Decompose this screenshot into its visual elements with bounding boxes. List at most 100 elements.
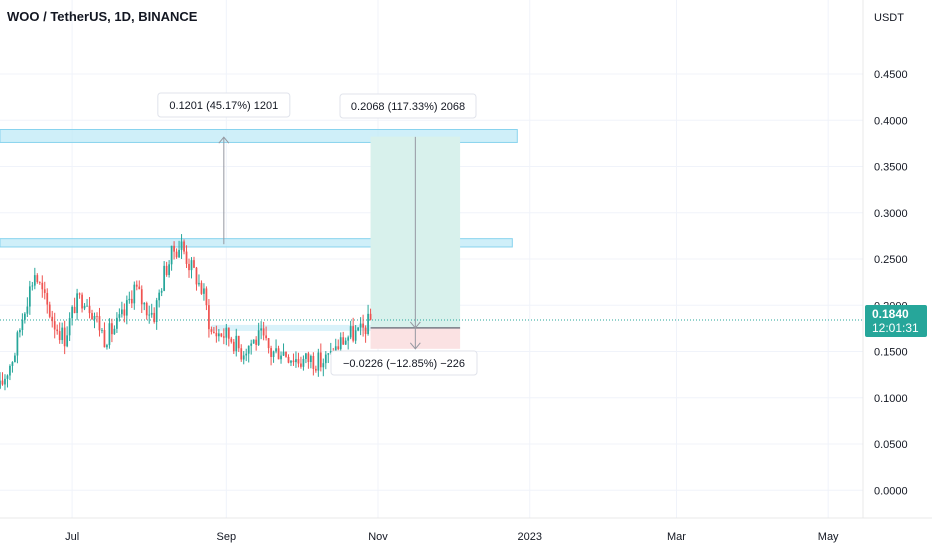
candle-body bbox=[125, 300, 128, 316]
candle-body bbox=[210, 329, 213, 332]
candle-body bbox=[297, 359, 300, 364]
measure-arrowhead bbox=[218, 136, 230, 144]
candle-body bbox=[63, 327, 66, 347]
candle-body bbox=[123, 309, 126, 316]
candle-body bbox=[319, 352, 322, 368]
measure-label: 0.1201 (45.17%) 1201 bbox=[169, 100, 278, 112]
candle-body bbox=[193, 260, 195, 268]
candle-body bbox=[53, 321, 56, 330]
candle-body bbox=[339, 337, 342, 350]
candle-body bbox=[150, 312, 153, 315]
candle-body bbox=[347, 337, 350, 341]
candle-body bbox=[180, 241, 183, 250]
candle-body bbox=[327, 353, 330, 355]
candle-body bbox=[225, 327, 228, 338]
time-tick-label: 2023 bbox=[517, 531, 541, 543]
candle-body bbox=[245, 353, 248, 356]
measure-label: 0.2068 (117.33%) 2068 bbox=[351, 101, 465, 113]
price-tick-label: 0.3500 bbox=[874, 162, 908, 174]
candle-body bbox=[282, 351, 285, 356]
price-tag: 0.1840 12:01:31 bbox=[865, 305, 927, 337]
candle-body bbox=[51, 316, 54, 322]
price-tick-label: 0.0500 bbox=[874, 439, 908, 451]
candle-body bbox=[135, 284, 138, 287]
candle-body bbox=[4, 378, 6, 385]
candle-body bbox=[165, 265, 168, 275]
candle-body bbox=[33, 275, 36, 286]
candle-body bbox=[329, 351, 332, 354]
candle-body bbox=[133, 284, 136, 304]
candle-body bbox=[46, 292, 49, 305]
candle-body bbox=[101, 330, 103, 331]
candle-body bbox=[232, 341, 235, 352]
candle-body bbox=[344, 340, 347, 345]
candle-body bbox=[91, 313, 93, 320]
candle-body bbox=[173, 245, 175, 252]
candle-body bbox=[307, 353, 310, 363]
candle-body bbox=[108, 323, 111, 346]
candle-body bbox=[342, 337, 345, 345]
time-axis[interactable]: Jul Sep Nov 2023 Mar May bbox=[0, 517, 932, 543]
candle-body bbox=[349, 326, 352, 338]
candle-body bbox=[367, 313, 369, 335]
candle-body bbox=[285, 351, 287, 357]
candle-body bbox=[310, 355, 312, 363]
candle-body bbox=[86, 305, 88, 307]
candle-body bbox=[6, 375, 9, 379]
candle-body bbox=[118, 314, 121, 318]
candle-body bbox=[252, 339, 255, 344]
zone-resistance[interactable] bbox=[0, 238, 513, 248]
price-tick-label: 0.0000 bbox=[874, 485, 908, 497]
candle-body bbox=[302, 358, 305, 367]
candle-body bbox=[19, 329, 21, 333]
candle-body bbox=[352, 326, 355, 341]
candle-body bbox=[96, 315, 98, 317]
annotations-layer: 0.1201 (45.17%) 1201 0.2068 (117.33%) 206… bbox=[157, 92, 478, 376]
price-axis[interactable]: USDT 0.45000.40000.35000.30000.25000.200… bbox=[862, 0, 908, 518]
candle-body bbox=[260, 328, 263, 331]
price-tag-box bbox=[865, 305, 927, 337]
candle-body bbox=[28, 286, 31, 307]
candle-body bbox=[267, 338, 270, 349]
candle-body bbox=[106, 345, 108, 348]
candle-body bbox=[98, 316, 101, 331]
candle-body bbox=[215, 332, 218, 337]
candle-body bbox=[120, 309, 123, 315]
candle-body bbox=[73, 306, 76, 314]
candle-body bbox=[295, 359, 297, 363]
candle-body bbox=[265, 335, 267, 339]
price-tick-label: 0.2500 bbox=[874, 254, 908, 266]
time-tick-label: Mar bbox=[667, 531, 686, 543]
candle-body bbox=[155, 300, 158, 322]
candle-body bbox=[138, 286, 141, 290]
candle-body bbox=[324, 354, 327, 364]
candle-body bbox=[153, 312, 156, 322]
candle-body bbox=[314, 368, 317, 371]
candle-body bbox=[190, 260, 193, 271]
price-tick-label: 0.4000 bbox=[874, 115, 908, 127]
time-tick-label: Jul bbox=[65, 531, 79, 543]
price-tick-label: 0.3000 bbox=[874, 208, 908, 220]
candle-body bbox=[93, 315, 96, 320]
candle-body bbox=[222, 336, 225, 338]
candle-body bbox=[292, 360, 295, 363]
candle-body bbox=[235, 335, 238, 352]
candle-body bbox=[163, 265, 166, 291]
candle-body bbox=[61, 327, 64, 341]
price-tick-label: 0.1500 bbox=[874, 347, 908, 359]
candle-body bbox=[317, 352, 320, 371]
candle-body bbox=[250, 343, 253, 346]
candle-body bbox=[145, 303, 148, 316]
candle-body bbox=[83, 305, 86, 309]
candle-body bbox=[1, 380, 4, 385]
candle-body bbox=[230, 338, 233, 342]
candle-body bbox=[66, 335, 69, 347]
candle-body bbox=[337, 346, 340, 350]
candle-body bbox=[195, 267, 198, 285]
candle-body bbox=[14, 355, 16, 363]
price-axis-unit: USDT bbox=[874, 12, 904, 24]
measure-label: −0.0226 (−12.85%) −226 bbox=[343, 358, 465, 370]
candle-body bbox=[272, 351, 275, 358]
candle-body bbox=[359, 323, 362, 328]
